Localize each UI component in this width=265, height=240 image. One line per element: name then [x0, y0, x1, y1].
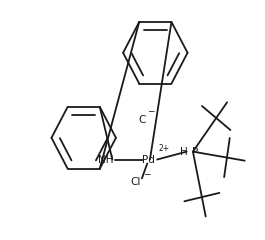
Text: −: −	[143, 169, 150, 178]
Text: Cl: Cl	[131, 177, 141, 187]
Text: C: C	[138, 115, 145, 125]
Text: 2+: 2+	[158, 144, 169, 153]
Text: P: P	[192, 147, 198, 157]
Text: −: −	[147, 106, 155, 115]
Text: H: H	[180, 147, 188, 157]
Text: NH: NH	[98, 155, 114, 165]
Text: Pd: Pd	[142, 155, 154, 165]
